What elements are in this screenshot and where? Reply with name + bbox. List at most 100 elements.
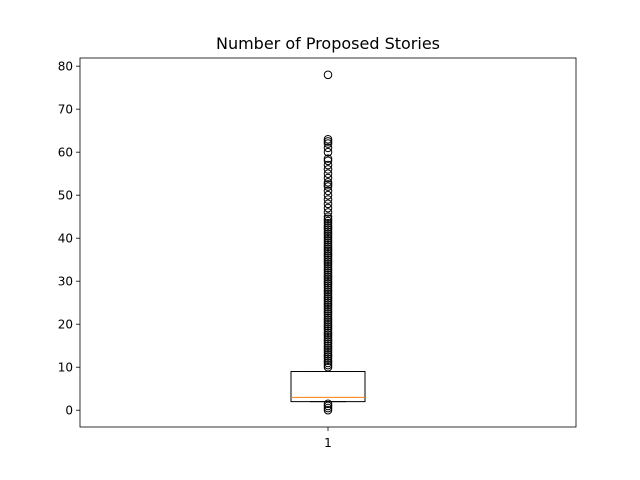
outlier-point <box>323 266 333 275</box>
outlier-point <box>323 169 333 178</box>
outlier-point <box>323 332 333 342</box>
outlier-point <box>323 214 333 224</box>
outlier-point <box>323 337 333 346</box>
outlier-point <box>323 294 333 303</box>
outlier-point <box>323 180 333 189</box>
outlier-point <box>323 283 333 292</box>
outlier-point <box>323 358 333 368</box>
outlier-point <box>323 272 333 282</box>
outlier-point <box>323 253 333 262</box>
outlier-point <box>323 70 333 80</box>
outlier-point <box>323 268 333 277</box>
outlier-point <box>323 212 333 221</box>
outlier-point <box>323 186 333 196</box>
outlier-point <box>323 339 333 348</box>
outlier-point <box>323 143 333 153</box>
y-tick-label: 80 <box>58 60 73 74</box>
box-group <box>290 70 366 415</box>
outlier-point <box>323 199 333 209</box>
outlier-point <box>323 291 333 301</box>
outlier-point <box>323 244 333 254</box>
outlier-point <box>323 401 333 411</box>
y-tick-label: 50 <box>58 189 73 203</box>
outlier-point <box>323 356 333 366</box>
outlier-point <box>323 287 333 297</box>
outlier-point <box>323 313 333 323</box>
outlier-point <box>323 319 333 329</box>
outlier-point <box>323 362 333 372</box>
outlier-point <box>323 195 333 204</box>
outlier-point <box>323 304 333 314</box>
outlier-point <box>323 270 333 280</box>
y-tick-label: 60 <box>58 146 73 160</box>
x-tick-label: 1 <box>324 436 332 450</box>
outlier-point <box>323 229 333 239</box>
outlier-point <box>323 324 333 333</box>
chart-title: Number of Proposed Stories <box>216 34 440 53</box>
y-tick-label: 10 <box>58 361 73 375</box>
outlier-point <box>323 134 333 144</box>
outlier-point <box>323 165 333 174</box>
outlier-point <box>323 190 333 200</box>
y-axis: 0 10 20 30 40 50 60 70 80 <box>58 60 80 418</box>
outlier-point <box>323 311 333 320</box>
outlier-point <box>323 328 333 338</box>
outlier-point <box>323 147 333 157</box>
outlier-point <box>323 403 333 413</box>
x-axis: 1 <box>324 427 332 450</box>
outlier-point <box>323 300 333 310</box>
outlier-point <box>323 302 333 312</box>
outlier-point <box>323 225 333 234</box>
outlier-point <box>323 399 333 409</box>
outlier-point <box>323 405 333 415</box>
outlier-point <box>323 231 333 241</box>
outlier-point <box>323 246 333 256</box>
outlier-point <box>323 216 333 226</box>
outlier-point <box>323 154 333 163</box>
outlier-point <box>323 156 333 166</box>
outlier-point <box>323 160 333 170</box>
y-tick-label: 30 <box>58 275 73 289</box>
outlier-point <box>323 227 333 237</box>
outlier-point <box>323 330 333 340</box>
outlier-point <box>323 334 333 344</box>
outlier-point <box>323 276 333 286</box>
outlier-point <box>323 255 333 265</box>
outlier-point <box>323 315 333 325</box>
outlier-point <box>323 326 333 335</box>
outlier-point <box>323 223 333 232</box>
outlier-point <box>323 307 333 316</box>
y-tick-label: 70 <box>58 103 73 117</box>
outlier-point <box>323 218 333 228</box>
outlier-point <box>323 242 333 252</box>
outlier-point <box>323 182 333 191</box>
outlier-point <box>323 298 333 308</box>
outlier-point <box>323 281 333 290</box>
outlier-point <box>323 236 333 245</box>
outlier-point <box>323 289 333 299</box>
outlier-point <box>323 279 333 288</box>
outlier-point <box>323 173 333 183</box>
outlier-point <box>323 240 333 249</box>
outlier-point <box>323 248 333 258</box>
outlier-point <box>323 137 333 146</box>
axes-frame <box>79 57 577 428</box>
outlier-point <box>323 177 333 187</box>
y-tick-label: 40 <box>58 232 73 246</box>
outlier-point <box>323 347 333 357</box>
outlier-point <box>323 322 333 331</box>
outlier-point <box>323 317 333 327</box>
outlier-point <box>323 238 333 247</box>
outlier-point <box>323 259 333 269</box>
outlier-point <box>323 352 333 361</box>
outlier-point <box>323 296 333 305</box>
outlier-point <box>323 345 333 355</box>
outlier-point <box>323 264 333 273</box>
outlier-point <box>323 139 333 148</box>
outlier-point <box>323 360 333 370</box>
outlier-point <box>323 261 333 271</box>
outlier-point <box>323 285 333 295</box>
outlier-point <box>323 274 333 284</box>
outlier-point <box>323 203 333 213</box>
